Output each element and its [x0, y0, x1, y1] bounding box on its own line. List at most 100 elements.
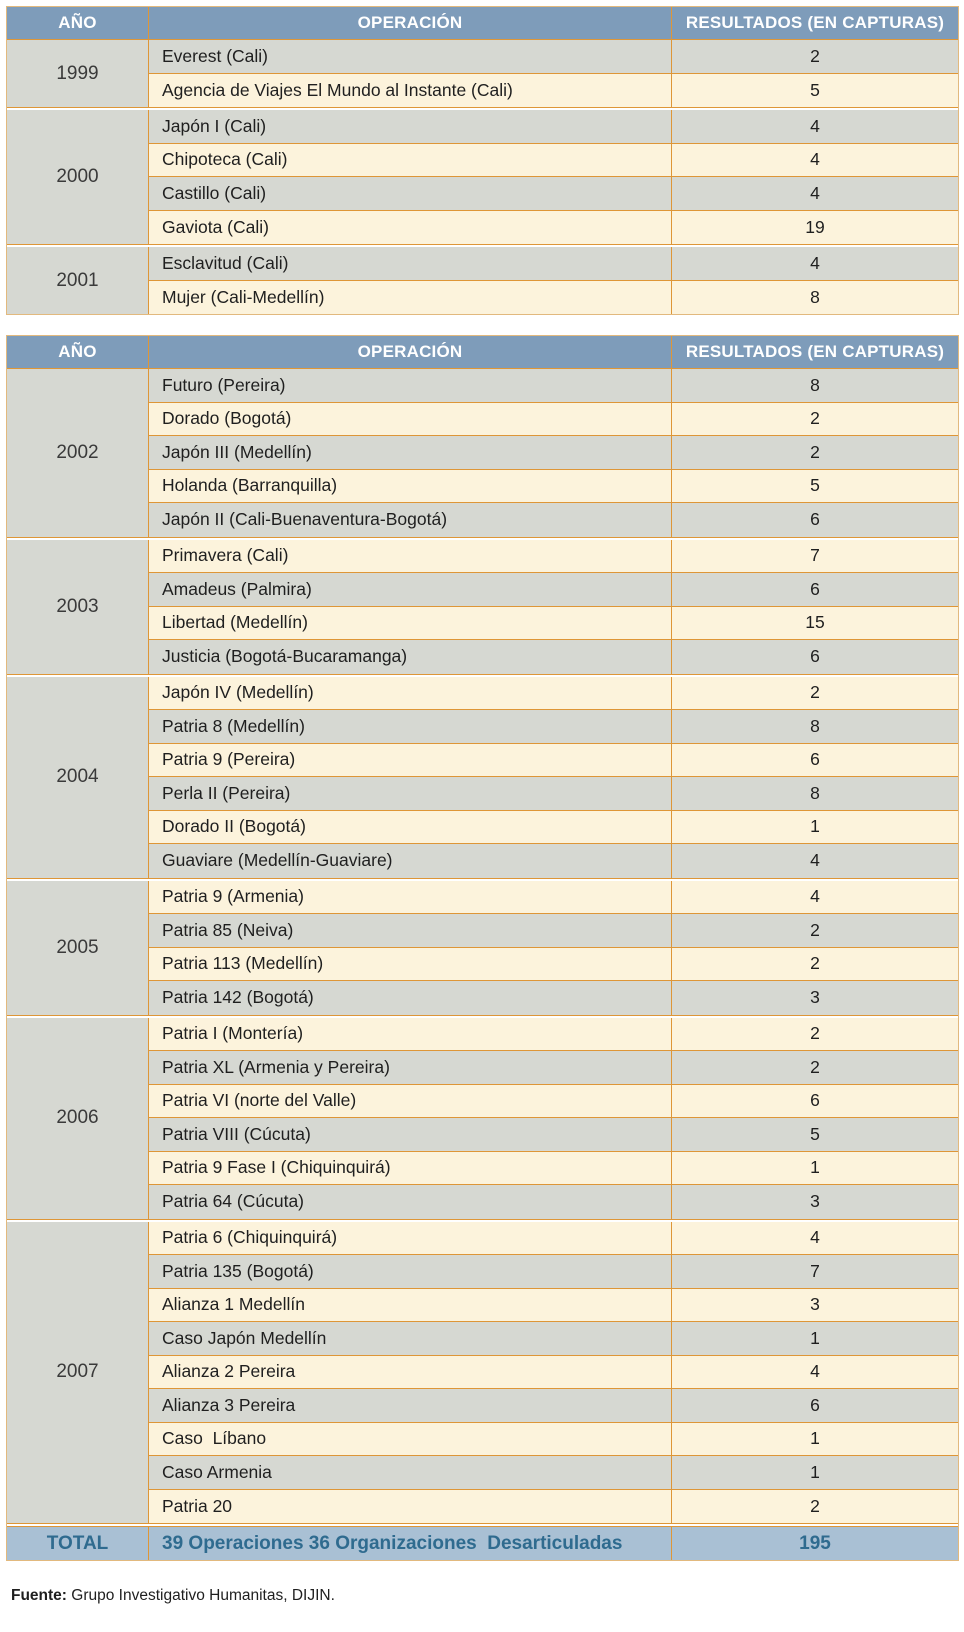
operation-cell: Primavera (Cali) — [149, 539, 672, 572]
year-group-2002: 2002 Futuro (Pereira) 8 Dorado (Bogotá) 2 Jap… — [7, 369, 958, 538]
operation-cell: Caso Japón Medellín — [149, 1322, 672, 1355]
column-header-year: AÑO — [7, 336, 149, 368]
table-row: Patria 113 (Medellín) 2 — [149, 947, 958, 981]
result-cell: 1 — [672, 1422, 958, 1455]
year-group-1999: 1999 Everest (Cali) 2 Agencia de Viajes El … — [7, 40, 958, 108]
group-rows: Esclavitud (Cali) 4 Mujer (Cali-Medellín) 8 — [149, 247, 958, 314]
operation-cell: Japón II (Cali-Buenaventura-Bogotá) — [149, 503, 672, 537]
group-rows: Primavera (Cali) 7 Amadeus (Palmira) 6 Liber… — [149, 539, 958, 674]
operation-cell: Everest (Cali) — [149, 40, 672, 73]
operation-cell: Patria 85 (Neiva) — [149, 914, 672, 947]
table-row: Caso Armenia 1 — [149, 1456, 958, 1490]
table-row: Agencia de Viajes El Mundo al Instante (… — [149, 73, 958, 107]
year-group-2003: 2003 Primavera (Cali) 7 Amadeus (Palmira) 6 L… — [7, 539, 958, 675]
operation-cell: Amadeus (Palmira) — [149, 573, 672, 606]
year-cell: 2007 — [7, 1221, 149, 1523]
table-row: Patria 8 (Medellín) 8 — [149, 710, 958, 744]
result-cell: 2 — [672, 1051, 958, 1084]
result-cell: 2 — [672, 402, 958, 435]
table-row: Patria VIII (Cúcuta) 5 — [149, 1118, 958, 1152]
table-row: Justicia (Bogotá-Bucaramanga) 6 — [149, 640, 958, 674]
table-row: Castillo (Cali) 4 — [149, 177, 958, 211]
source-text: Grupo Investigativo Humanitas, DIJIN. — [66, 1587, 335, 1604]
operation-cell: Esclavitud (Cali) — [149, 247, 672, 280]
operation-cell: Chipoteca (Cali) — [149, 143, 672, 176]
operation-cell: Patria I (Montería) — [149, 1017, 672, 1050]
result-cell: 6 — [672, 1084, 958, 1117]
table-row: Patria 20 2 — [149, 1489, 958, 1523]
operation-cell: Patria VIII (Cúcuta) — [149, 1118, 672, 1151]
result-cell: 6 — [672, 743, 958, 776]
operation-cell: Patria 135 (Bogotá) — [149, 1255, 672, 1288]
year-group-2001: 2001 Esclavitud (Cali) 4 Mujer (Cali-Medell… — [7, 247, 958, 314]
table-row: Patria VI (norte del Valle) 6 — [149, 1084, 958, 1118]
year-cell: 2000 — [7, 110, 149, 244]
operation-cell: Dorado II (Bogotá) — [149, 810, 672, 843]
table-row: Caso Líbano 1 — [149, 1422, 958, 1456]
result-cell: 4 — [672, 880, 958, 913]
year-cell: 2001 — [7, 247, 149, 314]
column-header-operation: OPERACIÓN — [149, 7, 672, 39]
result-cell: 19 — [672, 210, 958, 244]
table-row: Futuro (Pereira) 8 — [149, 369, 958, 403]
operation-cell: Perla II (Pereira) — [149, 777, 672, 810]
result-cell: 3 — [672, 1288, 958, 1321]
operation-cell: Patria 9 (Pereira) — [149, 743, 672, 776]
operation-cell: Caso Armenia — [149, 1456, 672, 1489]
result-cell: 1 — [672, 1151, 958, 1184]
operation-cell: Patria 8 (Medellín) — [149, 710, 672, 743]
table-row: Caso Japón Medellín 1 — [149, 1322, 958, 1356]
table-row: Japón II (Cali-Buenaventura-Bogotá) 6 — [149, 503, 958, 537]
result-cell: 6 — [672, 503, 958, 537]
group-rows: Futuro (Pereira) 8 Dorado (Bogotá) 2 Japón I… — [149, 369, 958, 537]
table-row: Primavera (Cali) 7 — [149, 539, 958, 573]
table-row: Alianza 2 Pereira 4 — [149, 1355, 958, 1389]
operation-cell: Castillo (Cali) — [149, 177, 672, 210]
result-cell: 8 — [672, 280, 958, 314]
table-row: Patria 9 Fase I (Chiquinquirá) 1 — [149, 1151, 958, 1185]
table-header: AÑO OPERACIÓN RESULTADOS (EN CAPTURAS) — [7, 336, 958, 369]
table-row: Patria 9 (Pereira) 6 — [149, 743, 958, 777]
operation-cell: Agencia de Viajes El Mundo al Instante (… — [149, 73, 672, 107]
table-row: Patria 6 (Chiquinquirá) 4 — [149, 1221, 958, 1255]
column-header-operation: OPERACIÓN — [149, 336, 672, 368]
operation-cell: Japón III (Medellín) — [149, 436, 672, 469]
result-cell: 15 — [672, 606, 958, 639]
table-row: Amadeus (Palmira) 6 — [149, 573, 958, 607]
table-row: Alianza 3 Pereira 6 — [149, 1389, 958, 1423]
table-row: Libertad (Medellín) 15 — [149, 606, 958, 640]
year-cell: 2006 — [7, 1017, 149, 1219]
result-cell: 4 — [672, 1355, 958, 1388]
group-rows: Patria 6 (Chiquinquirá) 4 Patria 135 (Bogo… — [149, 1221, 958, 1523]
operation-cell: Patria 6 (Chiquinquirá) — [149, 1221, 672, 1254]
result-cell: 8 — [672, 369, 958, 402]
result-cell: 4 — [672, 177, 958, 210]
year-group-2000: 2000 Japón I (Cali) 4 Chipoteca (Cali) 4 Cast… — [7, 110, 958, 245]
operation-cell: Japón I (Cali) — [149, 110, 672, 143]
operation-cell: Caso Líbano — [149, 1422, 672, 1455]
result-cell: 4 — [672, 844, 958, 878]
result-cell: 6 — [672, 573, 958, 606]
result-cell: 2 — [672, 676, 958, 709]
operation-cell: Guaviare (Medellín-Guaviare) — [149, 844, 672, 878]
operation-cell: Gaviota (Cali) — [149, 210, 672, 244]
operation-cell: Patria 9 Fase I (Chiquinquirá) — [149, 1151, 672, 1184]
year-cell: 2005 — [7, 880, 149, 1015]
operation-cell: Patria XL (Armenia y Pereira) — [149, 1051, 672, 1084]
group-rows: Japón IV (Medellín) 2 Patria 8 (Medellín) 8… — [149, 676, 958, 878]
source-note: Fuente: Grupo Investigativo Humanitas, D… — [11, 1587, 959, 1605]
year-group-2007: 2007 Patria 6 (Chiquinquirá) 4 Patria 135 (… — [7, 1221, 958, 1524]
table-row: Perla II (Pereira) 8 — [149, 777, 958, 811]
operation-cell: Mujer (Cali-Medellín) — [149, 280, 672, 314]
result-cell: 7 — [672, 539, 958, 572]
column-header-year: AÑO — [7, 7, 149, 39]
table-row: Patria 85 (Neiva) 2 — [149, 914, 958, 948]
total-operation: 39 Operaciones 36 Organizaciones Desarti… — [149, 1527, 672, 1560]
total-result: 195 — [799, 1532, 831, 1554]
year-cell: 2002 — [7, 369, 149, 537]
operation-cell: Alianza 1 Medellín — [149, 1288, 672, 1321]
table-row: Dorado II (Bogotá) 1 — [149, 810, 958, 844]
result-cell: 2 — [672, 436, 958, 469]
year-cell: 2004 — [7, 676, 149, 878]
result-cell: 7 — [672, 1255, 958, 1288]
